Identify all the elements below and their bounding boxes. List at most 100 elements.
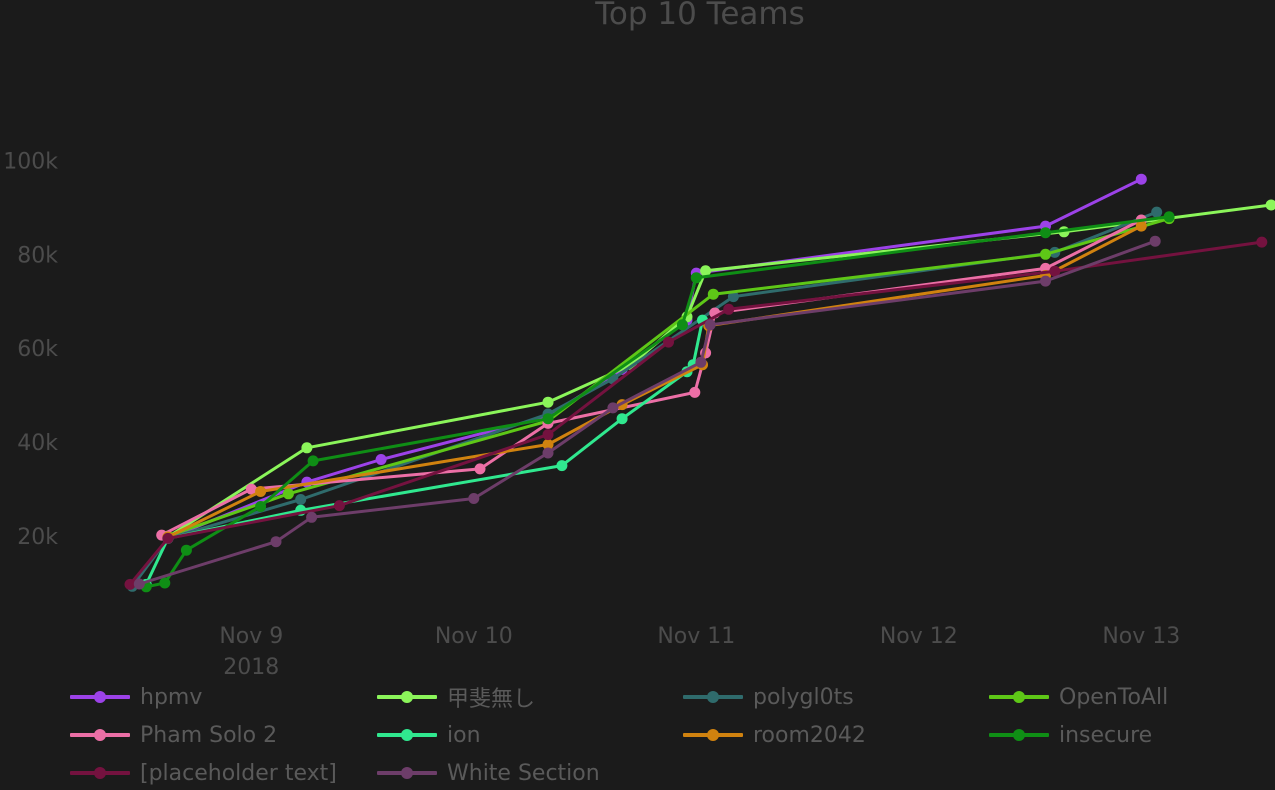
data-point[interactable] [255,486,266,497]
legend-swatch [377,756,437,790]
legend-label: room2042 [753,723,866,748]
series-line[interactable] [146,320,702,584]
y-tick-label: 40k [17,431,58,456]
legend-item[interactable]: insecure [989,718,1152,752]
legend-item[interactable]: ion [377,718,481,752]
legend-item[interactable]: OpenToAll [989,680,1168,714]
x-tick-label: Nov 13 [1102,624,1180,649]
series-layer [125,174,1275,593]
legend-label: polygl0ts [753,685,854,710]
data-point[interactable] [468,493,479,504]
data-point[interactable] [689,387,700,398]
legend-swatch [683,680,743,714]
legend-swatch [683,718,743,752]
legend-label: 甲斐無し [447,681,535,713]
series-line[interactable] [132,212,1156,586]
data-point[interactable] [556,460,567,471]
x-tick-label: Nov 11 [657,624,735,649]
legend-label: insecure [1059,723,1152,748]
data-point[interactable] [306,512,317,523]
data-point[interactable] [723,304,734,315]
data-point[interactable] [1266,200,1275,211]
x-axis-ticks: Nov 9 2018 Nov 10 Nov 11 Nov 12 Nov 13 [219,624,1180,680]
data-point[interactable] [691,272,702,283]
x-tick-year-label: 2018 [223,655,279,680]
legend-label: White Section [447,761,600,786]
data-point[interactable] [301,442,312,453]
data-point[interactable] [1256,237,1267,248]
legend-label: ion [447,723,481,748]
data-point[interactable] [543,448,554,459]
data-point[interactable] [1136,174,1147,185]
y-tick-label: 80k [17,243,58,268]
data-point[interactable] [543,429,554,440]
data-point[interactable] [607,402,618,413]
data-point[interactable] [543,413,554,424]
data-point[interactable] [705,319,716,330]
x-tick-label: Nov 10 [435,624,513,649]
series-line[interactable] [168,219,1169,536]
chart-title: Top 10 Teams [594,0,805,32]
data-point[interactable] [677,319,688,330]
data-point[interactable] [134,579,145,590]
legend-item[interactable]: White Section [377,756,600,790]
y-axis-ticks: 20k 40k 60k 80k 100k [3,149,58,550]
data-point[interactable] [283,488,294,499]
y-tick-label: 60k [17,337,58,362]
legend-item[interactable]: room2042 [683,718,866,752]
series-line[interactable] [168,226,1141,537]
data-point[interactable] [162,533,173,544]
legend-swatch [70,680,130,714]
data-point[interactable] [663,337,674,348]
series-line[interactable] [139,241,1155,584]
y-tick-label: 100k [3,149,58,174]
data-point[interactable] [271,536,282,547]
series-9[interactable] [134,236,1161,590]
series-2[interactable] [127,207,1162,592]
data-point[interactable] [695,357,706,368]
data-point[interactable] [1164,211,1175,222]
series-6[interactable] [162,221,1146,543]
legend-item[interactable]: Pham Solo 2 [70,718,277,752]
legend-swatch [70,718,130,752]
data-point[interactable] [1040,227,1051,238]
x-tick-label: Nov 9 [219,624,283,649]
series-5[interactable] [141,315,708,590]
legend-swatch [989,718,1049,752]
y-tick-label: 20k [17,525,58,550]
legend-label: [placeholder text] [140,761,337,786]
legend-swatch [989,680,1049,714]
legend-swatch [377,718,437,752]
legend-item[interactable]: polygl0ts [683,680,854,714]
data-point[interactable] [159,578,170,589]
legend-swatch [377,680,437,714]
series-3[interactable] [162,213,1174,541]
data-point[interactable] [308,455,319,466]
series-4[interactable] [156,215,1147,541]
series-8[interactable] [125,237,1268,590]
data-point[interactable] [617,413,628,424]
legend-label: OpenToAll [1059,685,1168,710]
data-point[interactable] [1150,236,1161,247]
legend-item[interactable]: 甲斐無し [377,680,535,714]
legend-label: hpmv [140,685,202,710]
data-point[interactable] [1151,207,1162,218]
legend-item[interactable]: [placeholder text] [70,756,337,790]
data-point[interactable] [295,494,306,505]
legend-swatch [70,756,130,790]
data-point[interactable] [475,463,486,474]
data-point[interactable] [334,500,345,511]
data-point[interactable] [708,289,719,300]
data-point[interactable] [376,454,387,465]
chart-legend: hpmv 甲斐無し polygl0ts OpenToAll Pham Solo 2 ion… [70,680,1275,787]
x-tick-label: Nov 12 [880,624,958,649]
legend-item[interactable]: hpmv [70,680,202,714]
data-point[interactable] [543,397,554,408]
legend-label: Pham Solo 2 [140,723,277,748]
data-point[interactable] [255,501,266,512]
series-7[interactable] [141,211,1175,592]
data-point[interactable] [1040,276,1051,287]
data-point[interactable] [1040,249,1051,260]
data-point[interactable] [181,545,192,556]
